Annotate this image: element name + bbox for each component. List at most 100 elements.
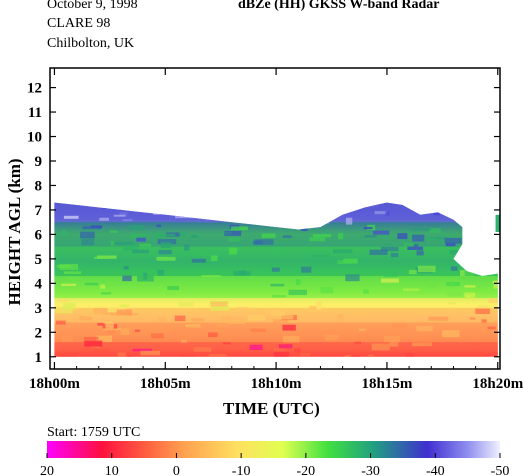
echo-texture-cell: [333, 249, 353, 254]
echo-texture-cell: [59, 264, 79, 271]
echo-texture-cell: [167, 285, 180, 291]
echo-texture-cell: [132, 348, 153, 352]
echo-texture-cell: [91, 345, 101, 349]
x-tick-label: 18h00m: [29, 376, 80, 392]
echo-texture-cell: [380, 278, 399, 283]
echo-texture-cell: [324, 334, 340, 338]
echo-texture-cell: [113, 241, 134, 245]
echo-texture-cell: [139, 243, 152, 247]
echo-texture-cell: [221, 315, 232, 321]
echo-texture-cell: [217, 323, 228, 327]
date-label: October 9, 1998: [47, 0, 138, 12]
echo-texture-cell: [363, 289, 369, 294]
colorbar-tick-label: 10: [105, 464, 119, 476]
echo-texture-cell: [278, 344, 293, 349]
echo-texture-cell: [61, 230, 67, 236]
colorbar-tick-label: -20: [297, 464, 316, 476]
echo-texture-cell: [475, 308, 490, 314]
echo-texture-cell: [269, 214, 281, 217]
x-tick-label: 18h15m: [362, 376, 413, 392]
echo-texture-cell: [205, 219, 214, 223]
echo-texture-cell: [113, 214, 126, 217]
echo-texture-cell: [122, 244, 138, 251]
echo-texture-cell: [60, 336, 73, 342]
echo-texture-cell: [464, 292, 476, 298]
echo-layer-band: [54, 202, 498, 223]
echo-texture-cell: [180, 356, 196, 357]
echo-texture-cell: [337, 233, 344, 240]
echo-texture-cell: [448, 282, 455, 287]
echo-texture-cell: [191, 258, 206, 263]
echo-texture-cell: [123, 266, 129, 270]
echo-texture-cell: [450, 266, 458, 271]
colorbar-tick-label: 20: [40, 464, 54, 476]
echo-texture-cell: [426, 285, 435, 289]
echo-texture-cell: [63, 215, 79, 219]
echo-texture-cell: [103, 327, 122, 331]
echo-texture-cell: [158, 249, 172, 255]
x-tick-label: 18h20m: [472, 376, 523, 392]
echo-texture-cell: [369, 249, 388, 255]
echo-texture-cell: [224, 230, 242, 236]
echo-texture-cell: [367, 354, 374, 357]
echo-texture-cell: [374, 211, 388, 215]
echo-texture-cell: [100, 284, 106, 289]
echo-texture-cell: [231, 226, 248, 231]
echo-texture-cell: [153, 211, 167, 215]
echo-texture-cell: [192, 252, 211, 256]
echo-texture-cell: [476, 264, 481, 267]
plot-frame: [49, 67, 501, 370]
echo-texture-cell: [236, 320, 244, 324]
echo-texture-cell: [363, 226, 373, 230]
echo-texture-cell: [57, 299, 69, 302]
colorbar-tick-label: 0: [173, 464, 180, 476]
echo-texture-cell: [178, 301, 194, 307]
echo-texture-cell: [272, 294, 286, 298]
echo-texture-cell: [94, 256, 108, 259]
echo-texture-cell: [248, 315, 266, 321]
echo-texture-cell: [295, 279, 301, 286]
echo-texture-cell: [477, 305, 490, 310]
y-tick-label: 2: [35, 325, 43, 341]
echo-texture-cell: [364, 235, 377, 238]
echo-texture-cell: [130, 234, 146, 239]
echo-texture-cell: [184, 244, 190, 251]
echo-texture-cell: [423, 202, 430, 204]
echo-texture-cell: [493, 251, 498, 255]
echo-texture-cell: [449, 249, 466, 255]
echo-texture-cell: [180, 232, 186, 237]
y-tick-label: 9: [35, 154, 43, 170]
echo-texture-cell: [337, 260, 344, 265]
echo-texture-cell: [207, 332, 218, 338]
echo-texture-cell: [96, 335, 113, 342]
echo-texture-cell: [160, 241, 172, 249]
echo-texture-cell: [226, 317, 246, 324]
echo-texture-cell: [262, 206, 282, 209]
echo-texture-cell: [79, 315, 93, 321]
echo-texture-cell: [157, 269, 165, 276]
echo-texture-cell: [210, 305, 230, 311]
echo-texture-cell: [129, 225, 145, 230]
echo-texture-cell: [63, 271, 82, 275]
echo-texture-cell: [473, 229, 480, 233]
colorbar-tick-label: -50: [491, 464, 510, 476]
echo-texture-cell: [371, 343, 390, 351]
echo-texture-cell: [136, 236, 146, 242]
echo-texture-cell: [442, 330, 460, 338]
echo-texture-cell: [102, 280, 107, 287]
y-tick-label: 10: [27, 130, 42, 146]
echo-texture-cell: [251, 204, 263, 210]
echo-texture-cell: [492, 280, 498, 284]
echo-texture-cell: [225, 212, 244, 217]
echo-texture-cell: [228, 247, 238, 255]
echo-texture-cell: [311, 254, 330, 258]
echo-texture-cell: [314, 251, 320, 254]
echo-texture-cell: [233, 271, 251, 276]
location-label: Chilbolton, UK: [47, 36, 135, 51]
campaign-label: CLARE 98: [47, 16, 111, 31]
echo-texture-cell: [288, 289, 307, 296]
echo-texture-cell: [320, 286, 334, 294]
echo-texture-cell: [368, 203, 379, 208]
echo-texture-cell: [275, 212, 287, 220]
